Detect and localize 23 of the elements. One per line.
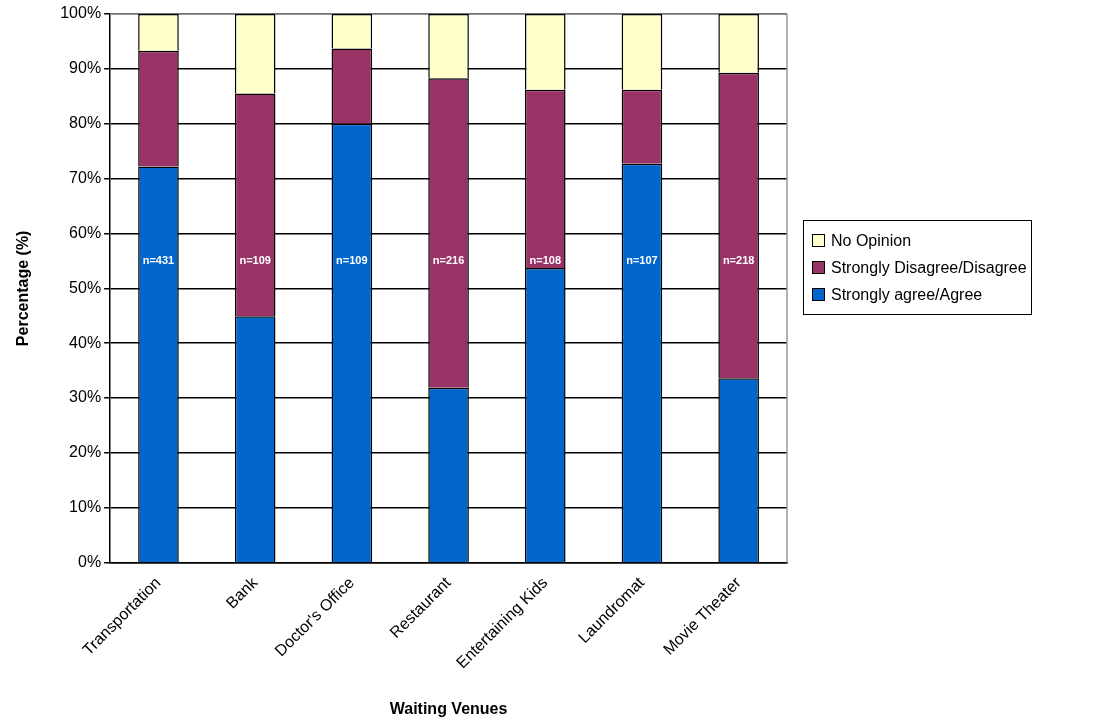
annotation: n=216 xyxy=(432,253,465,266)
legend-label: No Opinion xyxy=(831,231,912,250)
legend-label: Strongly Disagree/Disagree xyxy=(831,258,1027,277)
y-tick-label: 20% xyxy=(69,443,102,461)
annotation: n=218 xyxy=(722,253,755,266)
annotation: n=109 xyxy=(239,253,271,266)
x-axis-title: Waiting Venues xyxy=(389,699,508,717)
y-tick-label: 40% xyxy=(69,333,102,351)
y-tick-label: 90% xyxy=(69,59,102,77)
y-tick-label: 0% xyxy=(78,553,102,571)
legend-label: Strongly agree/Agree xyxy=(831,285,983,304)
y-tick-label: 100% xyxy=(60,4,102,22)
annotation: n=109 xyxy=(336,253,368,266)
annotation: n=107 xyxy=(626,253,658,266)
y-tick-label: 10% xyxy=(69,498,102,516)
annotation: n=108 xyxy=(529,253,562,266)
y-axis-title: Percentage (%) xyxy=(14,230,32,347)
y-tick-label: 80% xyxy=(69,114,102,132)
annotation: n=431 xyxy=(142,253,175,266)
y-tick-label: 60% xyxy=(69,223,102,241)
y-tick-label: 30% xyxy=(69,388,102,406)
y-tick-label: 70% xyxy=(69,169,102,187)
y-tick-label: 50% xyxy=(69,278,102,296)
